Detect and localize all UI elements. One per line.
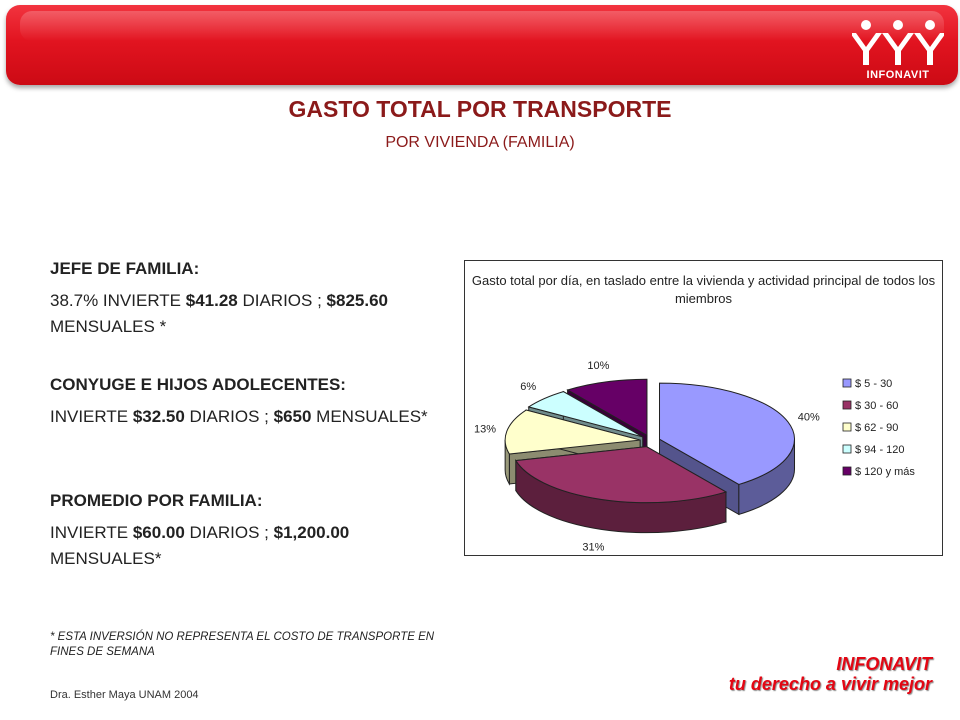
legend-label: $ 94 - 120 — [855, 444, 905, 456]
brand-block: INFONAVIT tu derecho a vivir mejor — [729, 654, 932, 694]
amount-daily: $60.00 — [132, 523, 185, 542]
amount-monthly: $650 — [273, 407, 312, 426]
section-heading: JEFE DE FAMILIA: — [50, 259, 200, 278]
text-part: DIARIOS ; — [184, 523, 274, 542]
pie-slice-4 — [527, 391, 643, 438]
section-jefe: JEFE DE FAMILIA: 38.7% INVIERTE $41.28 D… — [50, 256, 445, 340]
section-heading: PROMEDIO POR FAMILIA: — [50, 491, 263, 510]
legend-label: $ 30 - 60 — [855, 400, 898, 412]
legend-swatch — [842, 444, 852, 454]
section-body: 38.7% INVIERTE $41.28 DIARIOS ; $825.60 … — [50, 288, 445, 340]
text-part: INVIERTE — [50, 407, 133, 426]
footnote: * ESTA INVERSIÓN NO REPRESENTA EL COSTO … — [50, 631, 435, 658]
brand-name: INFONAVIT — [836, 654, 932, 674]
author-credit: Dra. Esther Maya UNAM 2004 — [50, 689, 199, 701]
legend-label: $ 120 y más — [855, 466, 915, 478]
logo-text: INFONAVIT — [866, 69, 930, 81]
section-promedio: PROMEDIO POR FAMILIA: INVIERTE $60.00 DI… — [50, 488, 445, 572]
text-part: MENSUALES* — [311, 407, 428, 426]
text-part: DIARIOS ; — [184, 407, 274, 426]
text-part: MENSUALES* — [50, 549, 162, 568]
pie-chart-canvas: 40% 31% 13% 6% 10% $ 5 - 30 $ 30 - 60 $ 62 - 90… — [474, 360, 915, 553]
legend-label: $ 62 - 90 — [855, 422, 898, 434]
page-title: GASTO TOTAL POR TRANSPORTE — [288, 96, 672, 122]
legend-swatch — [842, 400, 852, 410]
pie-slice-3 — [504, 409, 641, 455]
section-body: INVIERTE $32.50 DIARIOS ; $650 MENSUALES… — [50, 404, 445, 430]
text-part: 38.7% INVIERTE — [50, 291, 186, 310]
section-heading: CONYUGE E HIJOS ADOLECENTES: — [50, 375, 346, 394]
pie-label: 40% — [798, 411, 820, 423]
pie-label: 6% — [520, 381, 536, 393]
amount-daily: $41.28 — [185, 291, 238, 310]
pie-label: 13% — [474, 423, 496, 435]
text-part: INVIERTE — [50, 523, 133, 542]
legend-swatch — [842, 422, 852, 432]
header-banner: INFONAVIT — [6, 5, 958, 85]
pie-label: 10% — [587, 360, 609, 372]
infonavit-logo-icon — [850, 20, 946, 65]
section-conyuge: CONYUGE E HIJOS ADOLECENTES: INVIERTE $3… — [50, 372, 445, 430]
legend-label: $ 5 - 30 — [855, 378, 892, 390]
pie-chart: Gasto total por día, en taslado entre la… — [464, 260, 943, 556]
legend-swatch — [842, 466, 852, 476]
brand-slogan: tu derecho a vivir mejor — [728, 674, 932, 694]
legend-swatch — [842, 378, 852, 388]
infonavit-logo[interactable]: INFONAVIT — [850, 17, 946, 81]
amount-daily: $32.50 — [132, 407, 185, 426]
text-part: DIARIOS ; — [237, 291, 327, 310]
pie-slice-1 — [659, 382, 795, 485]
pie-slice-2 — [515, 446, 728, 504]
text-part: MENSUALES * — [50, 317, 167, 336]
amount-monthly: $1,200.00 — [273, 523, 350, 542]
page-subtitle: POR VIVIENDA (FAMILIA) — [385, 134, 575, 151]
pie-slice-5 — [566, 378, 648, 437]
amount-monthly: $825.60 — [326, 291, 388, 310]
section-body: INVIERTE $60.00 DIARIOS ; $1,200.00 MENS… — [50, 520, 445, 572]
chart-title: Gasto total por día, en taslado entre la… — [471, 273, 936, 306]
pie-label: 31% — [582, 541, 604, 553]
